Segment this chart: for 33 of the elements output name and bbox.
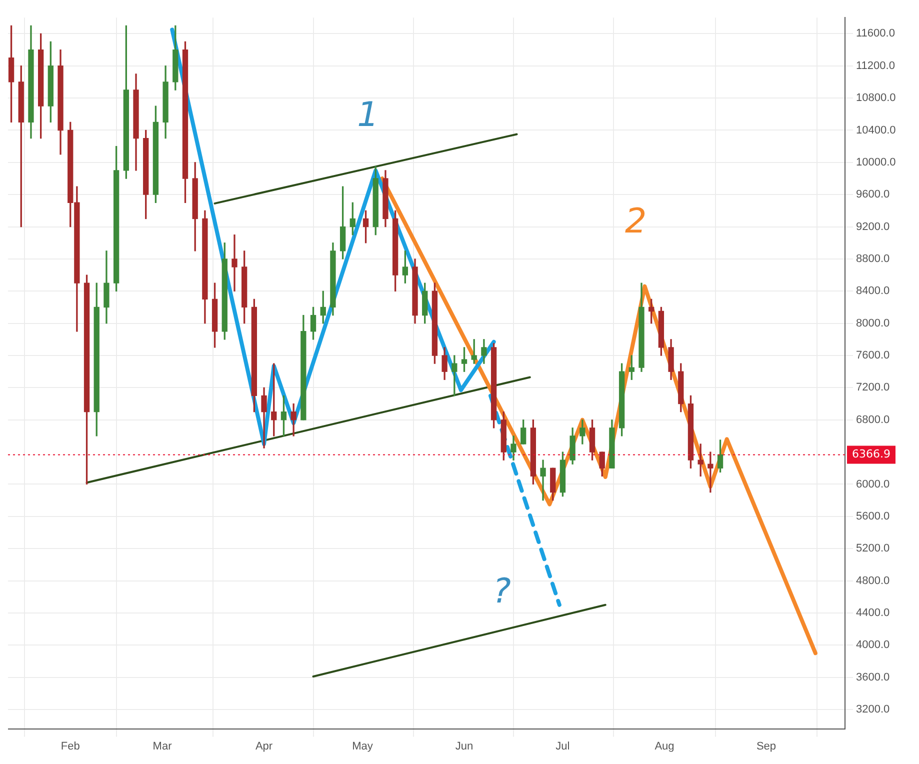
y-tick-label: 3600.0 <box>856 671 890 684</box>
x-tick-label: Sep <box>756 740 776 752</box>
x-tick-label: May <box>352 740 374 752</box>
y-tick-label: 5200.0 <box>856 542 890 555</box>
y-tick-label: 10400.0 <box>856 124 896 136</box>
x-tick-label: Jul <box>556 740 570 752</box>
y-tick-label: 10800.0 <box>856 92 896 104</box>
y-tick-label: 4000.0 <box>856 639 890 652</box>
y-tick-label: 7600.0 <box>856 350 890 362</box>
y-tick-label: 3200.0 <box>856 704 890 716</box>
y-tick-label: 7200.0 <box>856 382 890 394</box>
y-tick-label: 10000.0 <box>856 156 896 168</box>
y-tick-label: 6000.0 <box>856 478 890 490</box>
annotation: 2 <box>624 202 647 242</box>
x-tick-label: Mar <box>152 740 172 752</box>
y-tick-label: 9600.0 <box>856 188 890 201</box>
ref-line-label: 6366.9 <box>852 448 890 461</box>
annotation: 1 <box>357 94 379 135</box>
y-tick-label: 11200.0 <box>856 60 895 72</box>
x-tick-label: Apr <box>255 740 273 752</box>
y-tick-label: 11600.0 <box>856 28 895 40</box>
x-tick-label: Jun <box>455 740 474 752</box>
y-tick-label: 8800.0 <box>856 252 890 265</box>
y-tick-label: 4800.0 <box>856 574 890 587</box>
y-tick-label: 5600.0 <box>856 510 890 522</box>
y-tick-label: 8000.0 <box>856 317 890 330</box>
annotation: ? <box>492 572 511 612</box>
y-tick-label: 6800.0 <box>856 414 890 426</box>
x-tick-label: Feb <box>60 740 80 752</box>
y-tick-label: 9200.0 <box>856 220 890 233</box>
x-tick-label: Aug <box>654 740 674 752</box>
y-tick-label: 8400.0 <box>856 285 890 298</box>
y-tick-label: 4400.0 <box>856 606 890 619</box>
